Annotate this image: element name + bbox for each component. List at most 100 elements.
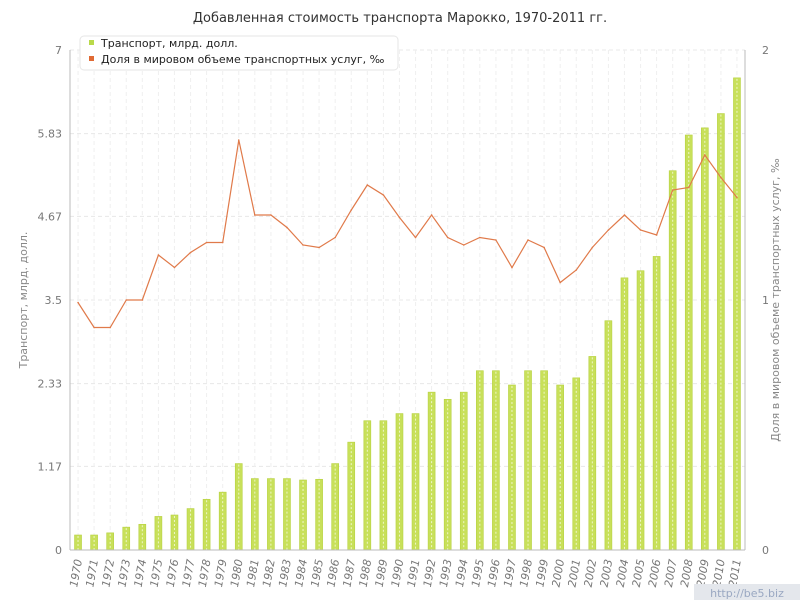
line-series (77, 139, 738, 329)
x-tick-label: 1983 (276, 558, 294, 588)
x-tick-label: 1982 (260, 558, 278, 588)
y-right-tick-label: 1 (762, 294, 769, 307)
legend: Транспорт, млрд. долл. Доля в мировом об… (79, 35, 399, 71)
line-point (479, 236, 481, 239)
line-point (446, 236, 449, 239)
line-point (575, 269, 578, 271)
line-point (414, 236, 417, 239)
line-point (736, 196, 738, 199)
x-tick-label: 2010 (710, 558, 728, 588)
x-tick-label: 1991 (405, 558, 423, 588)
x-tick-label: 1979 (212, 558, 230, 588)
bar (395, 413, 404, 551)
line-layer (77, 139, 738, 329)
line-point (270, 214, 272, 216)
line-point (382, 194, 385, 196)
x-tick-label: 2004 (614, 558, 632, 588)
x-tick-label: 1997 (501, 558, 519, 588)
x-tick-label: 2007 (662, 558, 680, 588)
x-tick-label: 1984 (292, 558, 310, 588)
x-tick-label: 1987 (341, 558, 359, 588)
bar (411, 413, 420, 551)
x-tick-label: 1978 (196, 558, 214, 588)
y-left-tick-label: 0 (55, 544, 62, 557)
line-point (221, 241, 224, 244)
y-left-tick-label: 2.33 (38, 378, 63, 391)
legend-label-line: Доля в мировом объеме транспортных услуг… (101, 53, 385, 66)
line-point (302, 244, 304, 246)
line-point (237, 139, 240, 141)
x-tick-label: 2006 (646, 558, 664, 588)
line-point (607, 229, 610, 231)
watermark-text: http://be5.biz (710, 587, 784, 600)
line-point (495, 239, 497, 241)
y-axis-right-title: Доля в мировом объеме транспортных услуг… (769, 158, 782, 442)
y-left-tick-label: 1.17 (38, 460, 63, 473)
line-point (398, 216, 401, 219)
x-tick-label: 1971 (83, 558, 101, 588)
line-point (286, 226, 288, 229)
x-tick-label: 2002 (582, 558, 600, 588)
x-tick-label: 1995 (469, 558, 487, 588)
bars-layer (74, 77, 741, 551)
line-point (430, 214, 433, 216)
legend-swatch-bars (89, 40, 94, 45)
line-point (671, 189, 674, 191)
x-tick-label: 1972 (99, 558, 117, 588)
line-point (350, 209, 353, 211)
x-tick-label: 1975 (148, 558, 166, 588)
legend-swatch-line (89, 56, 94, 61)
line-point (720, 176, 722, 179)
line-point (189, 251, 192, 254)
line-point (623, 214, 626, 216)
x-tick-label: 2009 (694, 558, 712, 588)
y-right-tick-label: 2 (762, 44, 769, 57)
line-point (527, 239, 529, 241)
x-tick-label: 1996 (485, 558, 503, 588)
x-tick-label: 1980 (228, 558, 246, 588)
line-point (704, 154, 706, 156)
line-point (591, 246, 594, 249)
line-point (93, 326, 95, 329)
line-point (125, 299, 128, 301)
y-left-tick-label: 3.5 (45, 294, 63, 307)
x-tick-label: 1992 (421, 558, 439, 588)
x-tick-label: 2000 (549, 558, 567, 588)
x-tick-label: 1976 (164, 558, 182, 588)
x-tick-label: 1999 (533, 558, 551, 588)
y-axis-left-title: Транспорт, млрд. долл. (17, 232, 30, 370)
y-left-tick-label: 4.67 (38, 210, 63, 223)
x-tick-label: 2003 (598, 558, 616, 588)
x-tick-label: 1977 (180, 558, 198, 588)
line-point (254, 214, 256, 216)
legend-box (79, 35, 399, 71)
line-point (655, 234, 658, 236)
chart-title: Добавленная стоимость транспорта Марокко… (193, 11, 607, 26)
line-point (462, 244, 465, 246)
x-tick-label: 1994 (453, 558, 471, 588)
line-point (157, 254, 160, 256)
line-point (559, 281, 561, 284)
x-tick-label: 2001 (566, 558, 584, 588)
bar (122, 526, 131, 551)
axes-layer (69, 50, 746, 551)
legend-label-bars: Транспорт, млрд. долл. (100, 37, 238, 50)
line-point (318, 246, 320, 249)
x-tick-label: 1970 (67, 558, 85, 588)
watermark-box (694, 584, 800, 600)
line-point (109, 326, 111, 329)
line-point (173, 266, 176, 269)
line-point (77, 301, 79, 304)
x-tick-label: 1973 (116, 558, 134, 588)
x-tick-label: 2008 (678, 558, 696, 588)
bar (620, 277, 629, 551)
ticks-layer: 0 1.17 2.33 3.5 4.67 5.83 7 0 1 2 1970197119721973… (38, 44, 770, 588)
x-tick-label: 1998 (517, 558, 535, 588)
x-tick-label: 1993 (437, 558, 455, 588)
line-point (334, 236, 336, 239)
y-left-tick-label: 5.83 (38, 128, 63, 141)
x-tick-label: 1988 (357, 558, 375, 588)
y-left-tick-label: 7 (55, 44, 62, 57)
